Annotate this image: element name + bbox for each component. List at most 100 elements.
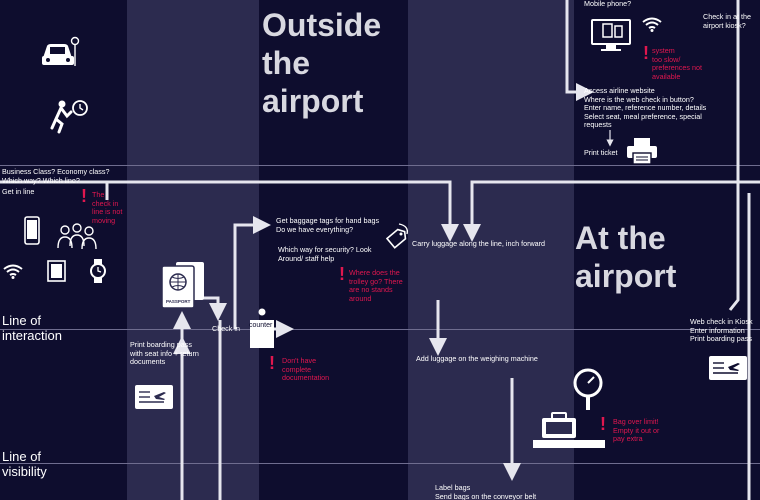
documentation-warning-line-1: Don't have	[282, 356, 317, 365]
lane-visibility-line-2: visibility	[2, 464, 47, 479]
access-website-line-4: Select seat, meal preference, special	[584, 111, 702, 121]
heading-outside-airport: Outside the airport	[262, 6, 381, 120]
step-kiosk-question: Check in at the airport kiosk?	[703, 12, 751, 30]
heading-outside-line-3: airport	[262, 83, 364, 119]
print-boarding-line-1: Print boarding pass	[130, 340, 192, 349]
heading-at-line-1: At the	[575, 220, 666, 256]
web-kiosk-line-3: Print boarding pass	[690, 334, 752, 343]
wifi-icon	[642, 17, 662, 32]
warning-system-slow: system too slow/ preferences not availab…	[652, 46, 702, 81]
security-way-line-1: Which way for security? Look	[278, 245, 372, 254]
line-warning-line-1: The	[92, 190, 105, 199]
system-warning-line-4: available	[652, 71, 681, 81]
heading-outside-line-1: Outside	[262, 7, 382, 43]
step-security-way: Which way for security? Look Around/ sta…	[278, 245, 372, 263]
step-access-website: Access airline website Where is the web …	[584, 86, 707, 130]
warning-bag-over-limit: Bag over limit! Empty it out or pay extr…	[613, 417, 660, 444]
line-warning-line-3: line is not	[92, 207, 123, 216]
passport-icon	[161, 262, 204, 309]
class-question-line-2: Which way? Which line?	[2, 175, 80, 185]
alert-exclamation-icon: !	[81, 186, 87, 206]
kiosk-question-line-1: Check in at the	[703, 12, 751, 21]
heading-outside-line-2: the	[262, 45, 310, 81]
mobile-phone-icon	[24, 216, 40, 245]
step-mobile-phone: Mobile phone?	[584, 0, 632, 8]
car-icon	[42, 36, 80, 66]
step-web-kiosk: Web check in Kiosk Enter information Pri…	[690, 317, 753, 344]
luggage-tag-icon	[385, 223, 409, 249]
warning-line-not-moving: The check in line is not moving	[92, 190, 123, 225]
step-carry-luggage: Carry luggage along the line, inch forwa…	[412, 239, 546, 248]
class-question-line-1: Business Class? Economy class?	[2, 167, 110, 176]
heading-at-airport: At the airport	[575, 219, 676, 295]
system-warning-line-1: system	[652, 46, 675, 55]
lane-label-visibility: Line of visibility	[2, 449, 47, 479]
step-baggage-tags: Get baggage tags for hand bags Do we hav…	[276, 216, 380, 234]
step-class-question: Business Class? Economy class? Which way…	[2, 167, 110, 197]
line-of-visibility-divider	[0, 463, 760, 464]
lane-visibility-line-1: Line of	[2, 449, 42, 464]
access-website-line-3: Enter name, reference number, details	[584, 103, 707, 112]
walking-person-icon	[50, 100, 88, 134]
bag-warning-line-3: pay extra	[613, 434, 643, 443]
group-icon	[57, 223, 97, 250]
trolley-warning-line-1: Where does the	[349, 268, 400, 277]
section-divider	[0, 165, 760, 166]
stage-band-2	[408, 0, 574, 500]
book-icon	[47, 260, 66, 282]
bag-warning-line-1: Bag over limit!	[613, 417, 659, 426]
access-website-line-2: Where is the web check in button?	[584, 94, 694, 104]
monitor-devices-icon	[591, 19, 631, 51]
step-check-in: Check in	[212, 324, 240, 333]
line-of-interaction-divider	[0, 329, 760, 330]
alert-exclamation-icon: !	[339, 264, 345, 284]
documentation-warning-line-2: complete	[282, 364, 312, 374]
security-way-line-2: Around/ staff help	[278, 253, 335, 263]
warning-documentation: Don't have complete documentation	[282, 356, 330, 383]
counter-sign-label: counter	[249, 322, 273, 329]
wifi-icon	[3, 264, 23, 279]
lane-interaction-line-2: interaction	[2, 328, 62, 343]
bag-warning-line-2: Empty it out or	[613, 425, 660, 435]
kiosk-question-line-2: airport kiosk?	[703, 20, 746, 30]
label-bags-line-2: Send bags on the conveyor belt	[435, 491, 537, 500]
boarding-pass-icon	[135, 385, 173, 409]
suitcase-icon	[533, 412, 605, 448]
boarding-pass-icon	[709, 356, 747, 380]
line-warning-line-4: moving	[92, 215, 116, 225]
counter-icon	[250, 308, 274, 348]
warning-trolley: Where does the trolley go? There are no …	[349, 268, 403, 303]
step-weighing: Add luggage on the weighing machine	[416, 354, 538, 363]
step-print-boarding-pass: Print boarding pass with seat info + ret…	[130, 340, 199, 367]
alert-exclamation-icon: !	[643, 43, 649, 63]
label-bags-line-1: Label bags	[435, 483, 471, 492]
watch-icon	[90, 259, 106, 283]
documentation-warning-line-3: documentation	[282, 373, 330, 382]
step-print-ticket: Print ticket	[584, 148, 618, 157]
lane-interaction-line-1: Line of	[2, 313, 42, 328]
baggage-tags-line-2: Do we have everything?	[276, 224, 354, 234]
web-kiosk-line-1: Web check in Kiosk	[690, 317, 753, 326]
print-boarding-line-3: documents	[130, 357, 166, 366]
class-question-line-3: Get in line	[2, 187, 35, 196]
access-website-line-5: requests	[584, 120, 612, 129]
trolley-warning-line-4: around	[349, 293, 372, 303]
lane-label-interaction: Line of interaction	[2, 313, 62, 343]
stage-band-1	[127, 0, 259, 500]
printer-icon	[627, 138, 657, 165]
web-kiosk-line-2: Enter information	[690, 325, 745, 335]
access-website-line-1: Access airline website	[584, 86, 655, 95]
heading-at-line-2: airport	[575, 258, 677, 294]
scale-icon	[573, 368, 603, 410]
baggage-tags-line-1: Get baggage tags for hand bags	[276, 216, 380, 225]
system-warning-line-3: preferences not	[652, 63, 702, 72]
print-boarding-line-2: with seat info + return	[130, 348, 199, 358]
step-label-bags: Label bags Send bags on the conveyor bel…	[435, 483, 537, 500]
system-warning-line-2: too slow/	[652, 54, 681, 64]
alert-exclamation-icon: !	[600, 414, 606, 434]
alert-exclamation-icon: !	[269, 353, 275, 373]
passport-label: PASSPORT	[166, 299, 191, 304]
trolley-warning-line-2: trolley go? There	[349, 276, 403, 286]
